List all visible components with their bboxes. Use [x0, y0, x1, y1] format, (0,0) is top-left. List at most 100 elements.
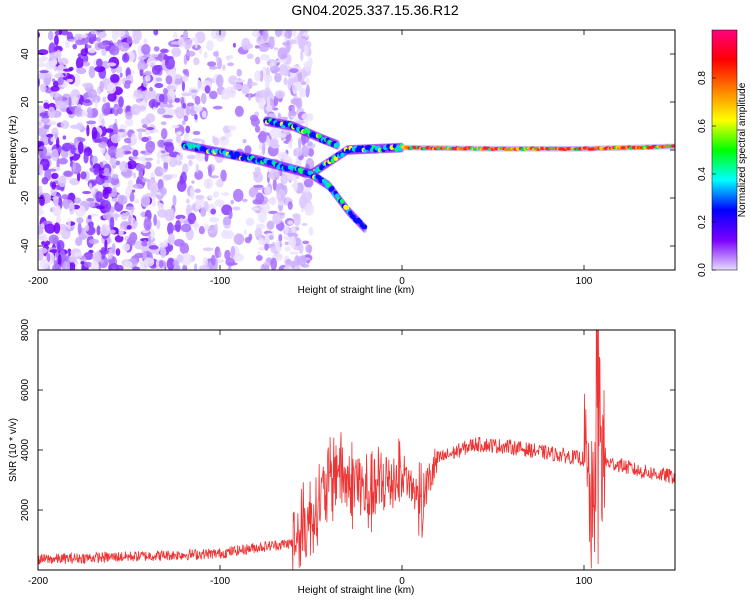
- spectrogram-speckle: [41, 177, 49, 185]
- spectrogram-speckle: [129, 232, 138, 243]
- spectrogram-speckle: [234, 79, 246, 83]
- spectrogram-speckle: [255, 255, 263, 262]
- spectrogram-speckle: [305, 119, 309, 129]
- spectrogram-speckle: [56, 239, 65, 251]
- spectrogram-speckle: [39, 194, 45, 207]
- spectrogram-speckle: [48, 234, 59, 245]
- spectrogram-speckle: [166, 257, 175, 270]
- spectrogram-speckle: [291, 183, 298, 189]
- spectrogram-speckle: [180, 223, 192, 233]
- spectrogram-speckle: [72, 161, 76, 173]
- spectrogram-speckle: [185, 125, 191, 134]
- spectrogram-speckle: [144, 157, 154, 161]
- spectrogram-speckle: [50, 137, 57, 143]
- spectrogram-speckle: [102, 96, 107, 103]
- spectrogram-speckle: [172, 194, 177, 207]
- spectrogram-speckle: [300, 81, 307, 86]
- spectrogram-speckle: [57, 253, 62, 267]
- spectrogram-speckle: [132, 266, 141, 270]
- spectrogram-speckle: [142, 154, 147, 166]
- spectrogram-speckle: [201, 110, 207, 119]
- spectrogram-speckle: [208, 66, 218, 70]
- spectrogram-speckle: [122, 53, 130, 63]
- spectrogram-speckle: [158, 93, 165, 103]
- spectrogram-speckle: [109, 216, 115, 230]
- spectrogram-speckle: [298, 137, 302, 150]
- spectrogram-speckle: [291, 30, 297, 37]
- spectrogram-speckle: [47, 106, 56, 119]
- spectrogram-speckle: [264, 87, 271, 97]
- spectrogram-speckle: [126, 225, 132, 230]
- spectrogram-speckle: [198, 265, 210, 270]
- spectrogram-speckle: [90, 260, 100, 270]
- spectrogram-speckle: [77, 222, 82, 235]
- spectrogram-speckle: [173, 32, 178, 40]
- spectrogram-speckle: [292, 213, 301, 219]
- spectrogram-speckle: [117, 194, 128, 206]
- spectrogram-speckle: [127, 159, 137, 170]
- spectrogram-speckle: [153, 129, 159, 133]
- spectrogram-speckle: [54, 34, 59, 46]
- spectrogram-speckle: [251, 30, 261, 38]
- spectrogram-speckle: [50, 85, 60, 92]
- spectrogram-speckle: [195, 163, 199, 173]
- spectrogram-speckle: [214, 223, 219, 231]
- spectrogram-speckle: [105, 128, 114, 133]
- spectrogram-speckle: [298, 195, 308, 209]
- spectrogram-speckle: [99, 80, 104, 93]
- spectrogram-speckle: [206, 40, 214, 52]
- spectrogram-speckle: [210, 175, 219, 179]
- spectrogram-speckle: [94, 138, 102, 143]
- spectrogram-speckle: [116, 106, 123, 115]
- spectrogram-speckle: [308, 226, 314, 236]
- spectrogram-x-ticks: -200 -100 0 100: [28, 30, 593, 287]
- spectrogram-speckle: [207, 61, 217, 67]
- spectrogram-speckle: [249, 114, 259, 122]
- spectrogram-speckle: [264, 243, 269, 251]
- spectrogram-speckle: [170, 41, 182, 45]
- snr-x-label: Height of straight line (km): [298, 585, 415, 596]
- spectrogram-speckle: [254, 227, 263, 239]
- spectrogram-speckle: [160, 247, 167, 259]
- spectrogram-speckle: [80, 171, 87, 180]
- spectrogram-speckle: [273, 95, 279, 107]
- spectrogram-speckle: [156, 158, 160, 165]
- spectrogram-speckle: [287, 220, 294, 225]
- spectrogram-speckle: [63, 170, 74, 178]
- spectrogram-speckle: [123, 260, 133, 269]
- spectrogram-speckle: [97, 42, 108, 50]
- spectrogram-speckle: [270, 143, 280, 149]
- spectrogram-speckle: [303, 44, 309, 56]
- spectrogram-speckle: [244, 145, 252, 155]
- spectrogram-speckle: [236, 68, 242, 77]
- spectrogram-speckle: [94, 250, 102, 263]
- spectrogram-speckle: [58, 30, 63, 35]
- spectrogram-speckle: [107, 92, 117, 102]
- spectrogram-speckle: [38, 57, 46, 63]
- spectrogram-speckle: [145, 140, 156, 153]
- spectrogram-speckle: [100, 199, 112, 213]
- spectrogram-speckle: [194, 170, 204, 181]
- spectrogram-speckle: [38, 31, 41, 38]
- spectrogram-speckle: [270, 257, 278, 270]
- spectrogram-speckle: [204, 223, 210, 231]
- spectrogram-speckle: [74, 251, 83, 260]
- spectrogram-speckle: [53, 195, 59, 206]
- spectrogram-speckle: [277, 47, 288, 60]
- spectrogram-speckle: [48, 168, 57, 172]
- spectrogram-speckle: [181, 80, 185, 92]
- spectrogram-speckle: [40, 117, 51, 124]
- spectrogram-speckle: [144, 70, 152, 77]
- spectrogram-speckle: [51, 181, 57, 190]
- spectrogram-speckle: [161, 155, 172, 163]
- spectrogram-speckle: [299, 87, 307, 98]
- spectrogram-speckle: [139, 69, 144, 77]
- spectrogram-speckle: [186, 154, 196, 160]
- colorbar-tick-label: 0.4: [697, 167, 708, 181]
- spectrogram-speckle: [165, 75, 173, 85]
- spectrogram-speckle: [38, 145, 47, 158]
- spectrogram-speckle: [254, 56, 261, 65]
- spectrogram-speckle: [297, 71, 303, 82]
- spectrogram-speckle: [284, 241, 290, 246]
- spectrogram-speckle: [82, 190, 92, 195]
